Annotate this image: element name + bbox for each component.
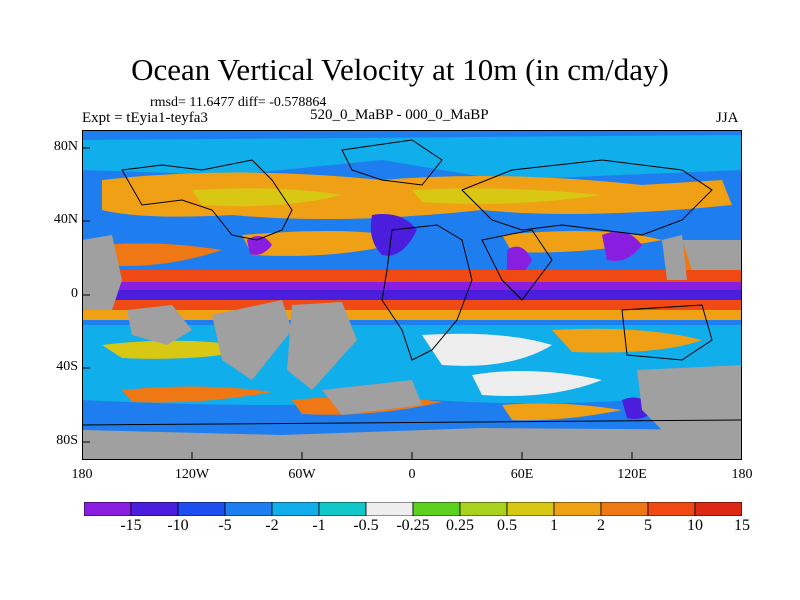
field-patch <box>507 246 532 276</box>
y-tick-label: 40N <box>53 212 78 227</box>
land-mask <box>662 235 687 280</box>
field-patch <box>247 236 272 255</box>
colorbar-swatch <box>694 502 742 516</box>
colorbar-label: -0.5 <box>353 517 379 534</box>
coastlines <box>82 139 742 426</box>
land-mask <box>287 302 357 390</box>
colorbar-swatch <box>600 502 649 516</box>
equatorial-band <box>82 310 742 320</box>
comparison-label: 520_0_MaBP - 000_0_MaBP <box>310 107 489 123</box>
colorbar-swatch <box>177 502 226 516</box>
land-mask <box>682 240 742 270</box>
colorbar-label: -15 <box>120 517 142 534</box>
equatorial-band <box>82 282 742 290</box>
field-patch <box>122 386 272 403</box>
colorbar-label: 15 <box>734 517 750 534</box>
x-tick-label: 0 <box>408 467 416 482</box>
field-patch <box>502 403 622 421</box>
colorbar-label: -0.25 <box>396 517 430 534</box>
colorbar-swatch <box>412 502 461 516</box>
field-patch <box>102 243 222 266</box>
field-patch <box>472 371 602 396</box>
colorbar-label: -5 <box>218 517 232 534</box>
colorbar-swatch <box>130 502 179 516</box>
y-tick-label: 40S <box>56 359 78 374</box>
colorbar-label: -2 <box>265 517 279 534</box>
field-patch <box>422 333 552 366</box>
y-tick-label: 0 <box>71 286 78 301</box>
stats-label: rmsd= 11.6477 diff= -0.578864 <box>150 95 327 110</box>
x-tick-label: 60E <box>510 467 534 482</box>
field-patch <box>370 214 417 256</box>
colorbar-swatch <box>318 502 367 516</box>
field-patch <box>82 135 742 180</box>
land-mask <box>127 305 192 345</box>
field-patch <box>552 328 702 353</box>
plot-title: Ocean Vertical Velocity at 10m (in cm/da… <box>131 52 669 87</box>
colorbar-label: 0.5 <box>497 517 517 534</box>
colorbar-label: 5 <box>644 517 652 534</box>
land-mask <box>637 365 742 440</box>
colorbar-swatch <box>365 502 414 516</box>
axis-ticks <box>82 147 742 460</box>
colorbar-label: 2 <box>597 517 605 534</box>
y-tick-label: 80S <box>56 433 78 448</box>
x-tick-label: 60W <box>288 467 316 482</box>
map-panel <box>82 130 742 460</box>
colorbar-label: -10 <box>167 517 189 534</box>
colorbar-label: -1 <box>312 517 326 534</box>
colorbar-label: 1 <box>550 517 558 534</box>
equatorial-band <box>82 290 742 300</box>
y-tick-label: 80N <box>53 139 78 154</box>
equatorial-band <box>82 300 742 310</box>
colorbar-swatch <box>271 502 320 516</box>
colorbar <box>84 502 742 516</box>
field-patch <box>602 231 642 261</box>
x-tick-label: 180 <box>71 467 93 482</box>
land-mask <box>322 380 422 415</box>
colorbar-swatch <box>647 502 696 516</box>
colorbar-swatch <box>459 502 508 516</box>
land-mask <box>82 428 742 460</box>
colorbar-label: 0.25 <box>446 517 474 534</box>
x-tick-label: 120W <box>174 467 210 482</box>
field-patch <box>192 188 342 207</box>
season-label: JJA <box>716 110 739 126</box>
equatorial-band <box>82 270 742 284</box>
colorbar-swatch <box>84 502 132 516</box>
land-mask <box>82 235 122 310</box>
x-tick-label: 180 <box>731 467 753 482</box>
experiment-label: Expt = tEyia1-teyfa3 <box>82 110 208 126</box>
x-tick-label: 120E <box>617 467 647 482</box>
colorbar-swatch <box>553 502 602 516</box>
land-mask <box>212 300 292 380</box>
colorbar-swatch <box>506 502 555 516</box>
field-patch <box>242 231 412 256</box>
colorbar-swatch <box>224 502 273 516</box>
field-patch <box>412 188 602 204</box>
colorbar-label: 10 <box>687 517 703 534</box>
